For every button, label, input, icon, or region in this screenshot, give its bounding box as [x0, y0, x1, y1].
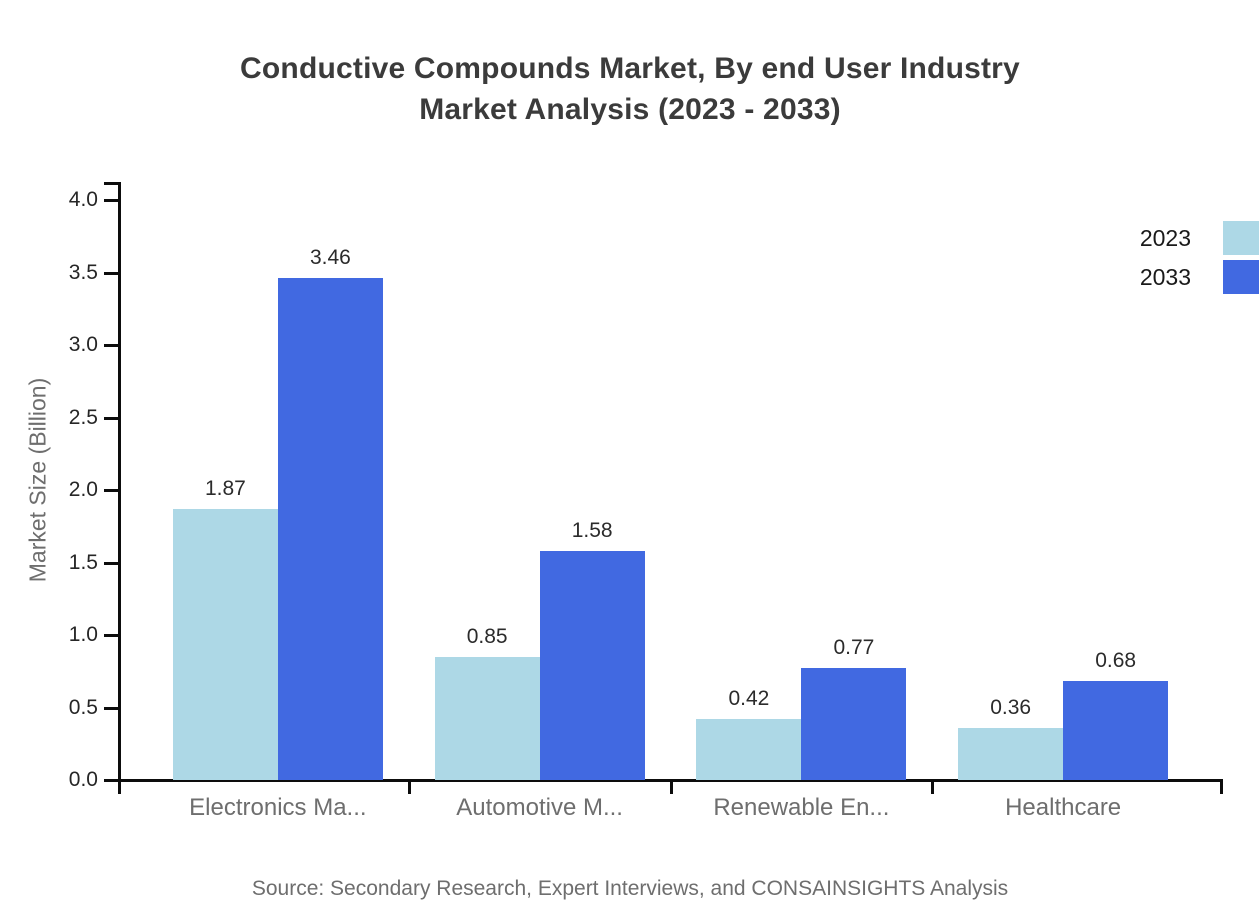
source-note: Source: Secondary Research, Expert Inter…	[251, 877, 1009, 900]
x-axis-tick	[669, 780, 673, 794]
x-axis-tick	[931, 780, 935, 794]
y-axis-line	[118, 182, 121, 794]
y-tick-label: 3.5	[68, 260, 98, 284]
x-axis-tick	[407, 780, 411, 794]
category-label: Healthcare	[1005, 794, 1122, 821]
y-tick-label: 2.0	[68, 478, 98, 501]
chart-title: Conductive Compounds Market, By end User…	[0, 48, 1260, 130]
legend-item-2033: 2033	[1140, 258, 1260, 296]
bar-2033-3	[801, 668, 907, 780]
bar-2023-4	[958, 728, 1064, 780]
y-tick	[104, 561, 118, 565]
bar-2023-1	[172, 509, 278, 780]
y-tick	[104, 779, 118, 782]
legend-item-2023: 2023	[1140, 219, 1260, 257]
y-tick-label: 1.5	[68, 550, 98, 574]
y-tick-label: 1.0	[68, 623, 98, 646]
y-tick-label: 0.5	[68, 695, 98, 719]
legend-swatch	[1223, 260, 1259, 294]
category-label: Renewable En...	[713, 794, 890, 821]
bar-value-label: 0.36	[990, 696, 1032, 719]
bar-2023-3	[696, 719, 802, 780]
bar-value-label: 0.77	[833, 636, 875, 659]
category-label: Automotive M...	[456, 794, 623, 821]
legend-label: 2033	[1139, 263, 1191, 290]
bar-2033-4	[1063, 681, 1169, 780]
y-tick	[104, 344, 118, 347]
bar-value-label: 0.68	[1095, 649, 1137, 672]
y-tick-label: 4.0	[68, 188, 98, 211]
y-axis-top-cap	[104, 182, 121, 185]
bar-2023-2	[434, 657, 540, 780]
legend-label: 2023	[1139, 224, 1191, 251]
y-tick-label: 2.5	[68, 405, 98, 429]
bar-value-label: 1.87	[204, 477, 246, 500]
chart-legend: 2023 2033	[1140, 219, 1260, 297]
bar-value-label: 1.58	[571, 519, 613, 542]
legend-swatch	[1223, 221, 1259, 255]
bar-value-label: 0.85	[466, 625, 508, 648]
x-axis-end-cap	[1220, 780, 1223, 794]
bar-2033-1	[277, 278, 383, 780]
category-label: Electronics Ma...	[189, 794, 367, 821]
y-tick	[104, 634, 118, 637]
bar-value-label: 0.42	[728, 687, 770, 710]
y-tick	[104, 706, 118, 710]
y-tick-label: 0.0	[68, 768, 98, 791]
chart-title-line2: Market Analysis (2023 - 2033)	[419, 93, 841, 126]
bar-value-label: 3.46	[309, 246, 351, 269]
y-tick-label: 3.0	[68, 333, 98, 356]
bar-2033-2	[539, 551, 645, 780]
y-tick	[104, 271, 118, 275]
chart-title-line1: Conductive Compounds Market, By end User…	[240, 52, 1020, 85]
y-tick	[104, 489, 118, 492]
y-tick	[104, 416, 118, 420]
y-tick	[104, 199, 118, 202]
